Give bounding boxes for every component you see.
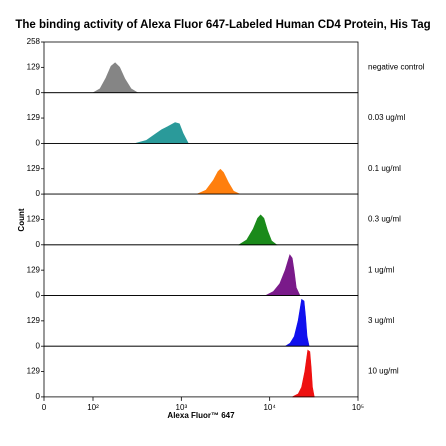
y-axis-label: Count xyxy=(17,208,26,231)
y-tick-label: 129 xyxy=(27,367,41,376)
histogram-area xyxy=(196,168,241,195)
y-tick-label: 129 xyxy=(27,164,41,173)
y-tick-label: 129 xyxy=(27,215,41,224)
series-label: 0.1 ug/ml xyxy=(368,164,401,173)
series-label: 10 ug/ml xyxy=(368,367,399,376)
chart-title: The binding activity of Alexa Fluor 647-… xyxy=(15,19,430,31)
histogram-area xyxy=(91,62,139,93)
panel-frame xyxy=(43,41,359,94)
histogram-area xyxy=(265,254,301,296)
histogram-area xyxy=(135,122,189,144)
series-label: 3 ug/ml xyxy=(368,316,394,325)
series-label: 0.3 ug/ml xyxy=(368,215,401,224)
panel-frame xyxy=(43,244,359,296)
histogram-area xyxy=(284,298,310,347)
panel-frame xyxy=(43,142,359,195)
x-tick-label: 10³ xyxy=(176,403,188,412)
y-tick-label: 0 xyxy=(36,240,41,249)
x-tick-label: 10⁵ xyxy=(352,403,364,412)
y-tick-label: 129 xyxy=(27,62,41,71)
panel-frame xyxy=(43,295,359,347)
panel-frame xyxy=(43,92,359,144)
y-tick-label: 0 xyxy=(36,88,41,97)
x-tick-label: 10⁴ xyxy=(263,403,276,412)
histogram-area xyxy=(238,214,278,246)
y-tick-label: 129 xyxy=(27,265,41,274)
y-tick-label: 0 xyxy=(36,392,41,401)
y-tick-label: 129 xyxy=(27,113,41,122)
series-label: 0.03 ug/ml xyxy=(368,113,406,122)
histogram-area xyxy=(292,349,315,398)
x-tick-label: 10² xyxy=(87,403,99,412)
y-tick-label: 0 xyxy=(36,189,41,198)
y-tick-label: 129 xyxy=(27,316,41,325)
x-tick-label: 0 xyxy=(42,403,47,412)
panel-frame xyxy=(43,193,359,246)
y-tick-label: 0 xyxy=(36,291,41,300)
series-label: 1 ug/ml xyxy=(368,265,394,274)
y-tick-label: 0 xyxy=(36,139,41,148)
x-axis-label: Alexa Fluor™ 647 xyxy=(167,411,235,420)
y-tick-label: 258 xyxy=(27,37,41,46)
y-tick-label: 0 xyxy=(36,341,41,350)
series-label: negative control xyxy=(368,62,425,71)
